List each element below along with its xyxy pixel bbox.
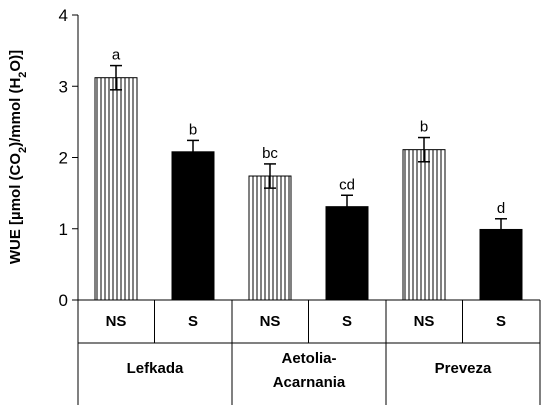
bar <box>248 175 292 301</box>
category-label: NS <box>414 313 435 330</box>
bar <box>171 151 215 301</box>
significance-label: b <box>189 121 197 138</box>
category-label: S <box>342 313 352 330</box>
group-label: Acarnania <box>273 374 346 391</box>
significance-label: a <box>112 47 121 64</box>
plot-area: 0 1 2 3 4 a NS b Sbc NS cd Sb NS d S Lefkada Aetolia- Aca… <box>59 6 541 405</box>
y-tick-label: 2 <box>59 149 68 168</box>
significance-label: d <box>497 200 505 217</box>
bar <box>479 228 523 301</box>
category-label: S <box>188 313 198 330</box>
y-tick-label: 3 <box>59 77 68 96</box>
significance-label: bc <box>262 145 278 162</box>
y-tick-label: 4 <box>59 6 68 25</box>
group-label: Lefkada <box>127 360 184 377</box>
bar <box>402 149 446 301</box>
y-axis-title: WUE [µmol (CO2)/mmol (H2O)] <box>7 50 29 264</box>
bar <box>325 206 369 301</box>
significance-label: b <box>420 119 428 136</box>
significance-label: cd <box>339 176 355 193</box>
bar <box>94 77 138 301</box>
category-label: NS <box>106 313 127 330</box>
group-label: Preveza <box>435 360 492 377</box>
group-label: Aetolia- <box>281 350 336 367</box>
category-label: NS <box>260 313 281 330</box>
category-label: S <box>496 313 506 330</box>
y-tick-label: 1 <box>59 220 68 239</box>
y-tick-label: 0 <box>59 291 68 310</box>
